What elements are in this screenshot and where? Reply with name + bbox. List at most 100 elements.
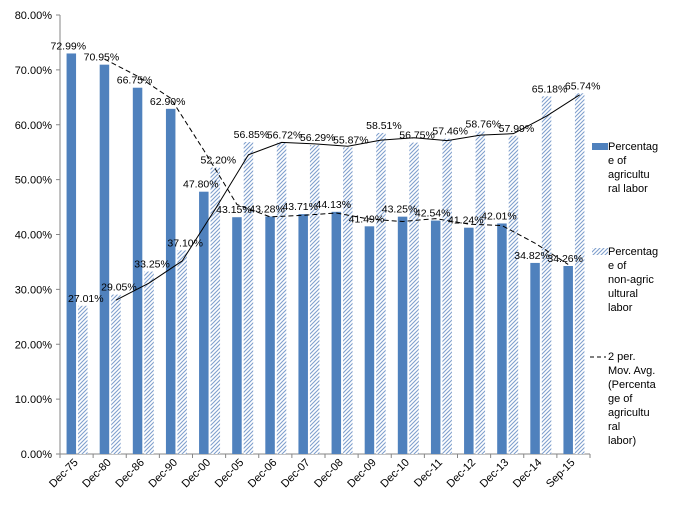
data-label-non-agricultural: 52.20%	[201, 155, 237, 167]
data-label-agricultural: 47.80%	[183, 179, 219, 191]
bar-non-agricultural	[541, 96, 552, 454]
bar-agricultural	[331, 211, 342, 454]
data-label-non-agricultural: 58.76%	[466, 119, 502, 131]
bar-agricultural	[66, 53, 77, 454]
data-label-non-agricultural: 56.85%	[234, 129, 270, 141]
y-tick-label: 0.00%	[21, 449, 52, 461]
data-label-agricultural: 42.54%	[415, 208, 451, 220]
moving-average-agricultural-line	[104, 58, 569, 265]
bar-agricultural	[497, 223, 507, 454]
axes: 0.00% 10.00% 20.00% 30.00% 40.00% 50.00% 60.00…	[15, 10, 591, 491]
data-label-agricultural: 42.01%	[481, 210, 517, 222]
data-label-non-agricultural: 37.10%	[167, 237, 203, 249]
data-label-agricultural: 66.75%	[117, 75, 153, 87]
y-tick-label: 60.00%	[15, 120, 53, 132]
data-label-agricultural: 43.28%	[249, 204, 285, 216]
x-tick-label: Dec-13	[478, 457, 512, 491]
bar-non-agricultural	[144, 271, 154, 454]
data-label-agricultural: 70.95%	[84, 52, 120, 64]
bars	[66, 53, 585, 455]
bar-agricultural	[530, 262, 540, 454]
data-label-agricultural: 43.25%	[382, 204, 418, 216]
moving-average-non-agricultural-line	[115, 94, 580, 301]
data-label-non-agricultural: 58.51%	[366, 120, 402, 132]
y-tick-label: 80.00%	[15, 10, 53, 22]
data-label-agricultural: 41.49%	[349, 213, 385, 225]
data-label-agricultural: 72.99%	[51, 40, 87, 52]
data-label-agricultural: 62.90%	[150, 96, 186, 108]
bar-non-agricultural	[78, 305, 88, 454]
legend-label: 2 per. Mov. Avg. (Percenta ge of agricultu ra…	[608, 351, 657, 447]
x-tick-label: Dec-86	[113, 457, 147, 491]
bar-agricultural	[132, 87, 143, 454]
bar-non-agricultural	[409, 142, 419, 454]
bar-non-agricultural	[309, 145, 320, 454]
bar-non-agricultural	[276, 142, 287, 454]
data-label-non-agricultural: 56.29%	[300, 132, 336, 144]
data-label-non-agricultural: 57.99%	[499, 123, 535, 135]
x-tick-label: Dec-14	[511, 457, 545, 491]
legend-swatch-agricultural	[592, 143, 608, 150]
x-tick-label: Dec-08	[312, 457, 346, 491]
data-label-non-agricultural: 55.87%	[333, 134, 369, 146]
data-label-agricultural: 41.24%	[448, 215, 484, 227]
data-label-agricultural: 43.15%	[216, 204, 252, 216]
bar-non-agricultural	[442, 138, 452, 455]
bar-agricultural	[199, 191, 209, 454]
bar-non-agricultural	[210, 167, 221, 455]
bar-non-agricultural	[243, 142, 254, 454]
data-label-non-agricultural: 33.25%	[134, 259, 170, 271]
x-tick-label: Dec-75	[47, 457, 81, 491]
x-tick-label: Dec-09	[345, 457, 379, 491]
bar-agricultural	[430, 220, 441, 454]
bar-non-agricultural	[475, 131, 486, 454]
x-tick-label: Dec-11	[412, 457, 445, 490]
data-label-agricultural: 43.71%	[282, 201, 318, 213]
data-label-non-agricultural: 29.05%	[101, 282, 137, 294]
bar-agricultural	[232, 217, 242, 454]
bar-non-agricultural	[111, 294, 121, 454]
data-label-agricultural: 34.26%	[547, 253, 583, 265]
data-label-non-agricultural: 27.01%	[68, 293, 104, 305]
y-tick-label: 30.00%	[15, 284, 53, 296]
legend-label: Percentag e of agricultu ral labor	[608, 141, 658, 195]
bar-agricultural	[464, 227, 474, 454]
y-tick-label: 50.00%	[15, 175, 53, 187]
y-tick-label: 20.00%	[15, 339, 53, 351]
bar-agricultural	[364, 226, 375, 454]
data-labels: 72.99%70.95%66.75%62.90%47.80%43.15%43.2…	[51, 40, 601, 304]
bar-non-agricultural	[177, 250, 187, 454]
data-label-agricultural: 44.13%	[316, 199, 352, 211]
x-tick-label: Dec-10	[378, 457, 412, 491]
y-tick-label: 70.00%	[15, 65, 53, 77]
bar-non-agricultural	[343, 147, 353, 454]
bar-agricultural	[165, 108, 176, 455]
data-label-agricultural: 34.82%	[514, 250, 550, 262]
bar-agricultural	[397, 216, 408, 454]
legend-label: Percentag e of non-agric ultural labor	[608, 246, 658, 314]
x-tick-label: Dec-12	[445, 457, 479, 491]
legend-swatch-non-agricultural	[592, 248, 608, 255]
y-tick-label: 10.00%	[15, 394, 53, 406]
x-tick-label: Dec-06	[246, 457, 280, 491]
bar-non-agricultural	[574, 93, 585, 455]
bar-agricultural	[298, 214, 308, 454]
trendlines	[104, 58, 580, 301]
data-label-non-agricultural: 57.46%	[432, 126, 468, 138]
data-label-non-agricultural: 56.75%	[399, 130, 435, 142]
bar-non-agricultural	[508, 135, 519, 454]
x-tick-label: Sep-15	[544, 457, 578, 491]
x-tick-label: Dec-80	[80, 457, 114, 491]
bar-agricultural	[265, 216, 275, 454]
x-tick-label: Dec-07	[279, 457, 313, 491]
bar-agricultural	[99, 64, 110, 455]
bar-agricultural	[563, 265, 573, 454]
data-label-non-agricultural: 65.74%	[565, 80, 601, 92]
legend: Percentag e of agricultu ral labor Percentag…	[590, 141, 658, 447]
bar-non-agricultural	[376, 132, 386, 454]
y-tick-label: 40.00%	[15, 230, 53, 242]
x-tick-label: Dec-00	[180, 457, 214, 491]
x-tick-label: Dec-90	[146, 457, 180, 491]
